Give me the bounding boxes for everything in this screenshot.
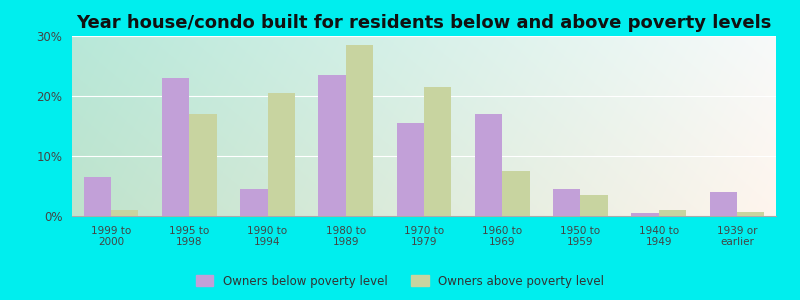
Bar: [397, 123, 424, 216]
Bar: [658, 210, 686, 216]
Bar: [267, 93, 295, 216]
Bar: [475, 114, 502, 216]
Bar: [631, 213, 658, 216]
Bar: [111, 210, 138, 216]
Title: Year house/condo built for residents below and above poverty levels: Year house/condo built for residents bel…: [76, 14, 772, 32]
Bar: [318, 75, 346, 216]
Bar: [240, 189, 267, 216]
Legend: Owners below poverty level, Owners above poverty level: Owners below poverty level, Owners above…: [192, 271, 608, 291]
Bar: [346, 45, 373, 216]
Bar: [710, 192, 737, 216]
Bar: [190, 114, 217, 216]
Bar: [84, 177, 111, 216]
Bar: [502, 171, 530, 216]
Bar: [162, 78, 190, 216]
Bar: [424, 87, 451, 216]
Bar: [737, 212, 764, 216]
Bar: [581, 195, 608, 216]
Bar: [553, 189, 581, 216]
